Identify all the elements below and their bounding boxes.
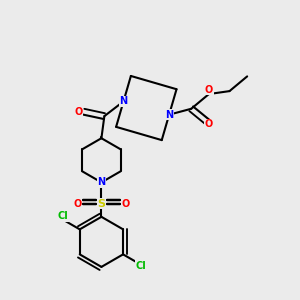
Text: N: N (165, 110, 173, 120)
Text: O: O (74, 107, 83, 117)
Text: Cl: Cl (58, 211, 68, 221)
Text: N: N (119, 96, 128, 106)
Text: O: O (205, 119, 213, 129)
Text: O: O (73, 199, 81, 208)
Text: O: O (205, 85, 213, 94)
Text: N: N (98, 177, 106, 188)
Text: S: S (98, 199, 105, 208)
Text: Cl: Cl (136, 261, 147, 271)
Text: O: O (122, 199, 130, 208)
